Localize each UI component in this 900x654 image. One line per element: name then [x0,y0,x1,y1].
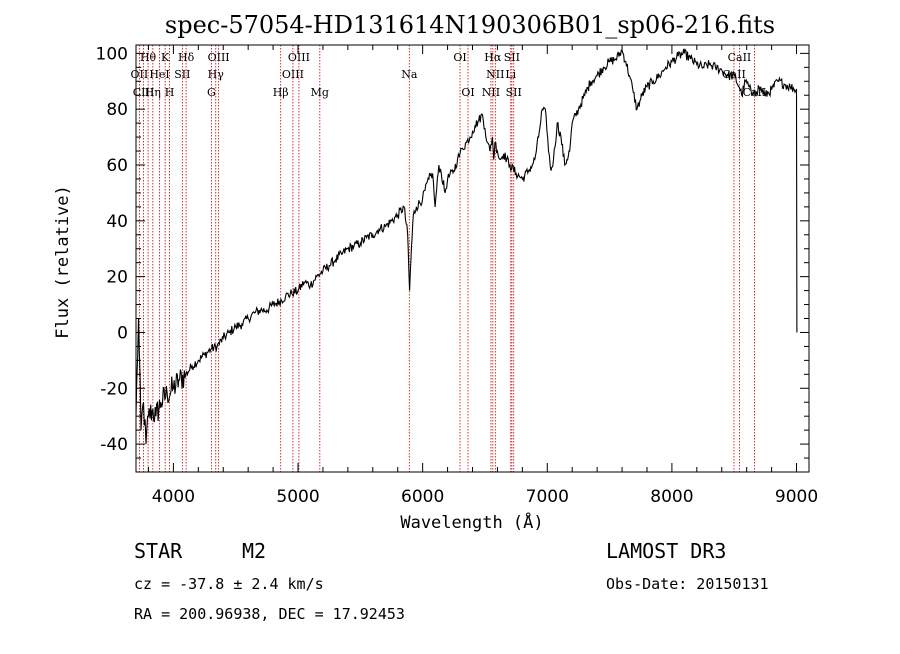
y-tick-label-5: 60 [106,156,128,176]
line-label-r0-1: K [161,51,170,64]
line-label-r2-3: G [207,86,216,99]
line-markers-layer [138,45,755,472]
line-label-r0-5: OI [453,51,466,64]
line-label-r1-3: Hγ [208,68,225,81]
line-label-r1-2: SII [174,68,190,81]
object-class: STAR [134,539,183,563]
line-label-r1-0: OII [131,68,149,81]
x-tick-label-1: 5000 [276,487,319,507]
line-label-r2-6: OI [461,86,474,99]
line-label-r0-7: SII [504,51,520,64]
line-label-r0-6: Hα [484,51,502,64]
line-label-r1-5: Na [401,68,418,81]
line-label-r2-4: Hβ [273,86,289,99]
y-tick-label-7: 100 [96,44,128,64]
object-subclass: M2 [242,539,266,563]
x-tick-label-2: 6000 [401,487,444,507]
line-label-r2-8: SII [506,86,522,99]
y-axis-label: Flux (relative) [53,185,73,339]
y-tick-label-2: 0 [117,323,128,343]
x-tick-label-5: 9000 [775,487,818,507]
line-label-r0-2: Hδ [178,51,195,64]
line-label-r2-7: NII [482,86,500,99]
coordinates: RA = 200.96938, DEC = 17.92453 [134,605,405,623]
y-tick-label-3: 20 [106,268,128,288]
line-label-r2-0: CIII [133,86,154,99]
y-tick-label-1: -20 [100,379,128,399]
survey-name: LAMOST DR3 [606,539,726,563]
y-tick-label-6: 80 [106,100,128,120]
line-label-r1-6: NII [486,68,504,81]
line-label-r1-1: HeI [149,68,169,81]
y-tick-label-0: -40 [100,435,128,455]
spectrum-line [135,48,798,445]
line-label-r0-4: OIII [288,51,310,64]
redshift-value: cz = -37.8 ± 2.4 km/s [134,575,324,593]
line-label-r2-2: H [165,86,175,99]
x-tick-label-3: 7000 [526,487,569,507]
line-label-r0-0: Hθ [140,51,157,64]
line-label-r2-1: Hη [145,86,161,99]
line-label-r2-5: Mg [311,86,329,99]
x-axis-ticks: 4000 5000 6000 7000 8000 9000 [147,45,818,507]
line-label-r0-8: CaII [728,51,752,64]
y-axis-ticks: -40 -20 0 20 40 60 80 100 [96,44,809,459]
observation-date: Obs-Date: 20150131 [606,575,769,593]
chart-title: spec-57054-HD131614N190306B01_sp06-216.f… [165,11,775,39]
x-axis-label: Wavelength (Å) [400,511,543,533]
line-label-r1-7: Li [505,68,516,81]
line-label-r0-3: OIII [208,51,230,64]
line-label-r1-4: OIII [282,68,304,81]
x-tick-label-0: 4000 [152,487,195,507]
y-tick-label-4: 40 [106,212,128,232]
x-tick-label-4: 8000 [650,487,693,507]
plot-frame [135,44,810,473]
